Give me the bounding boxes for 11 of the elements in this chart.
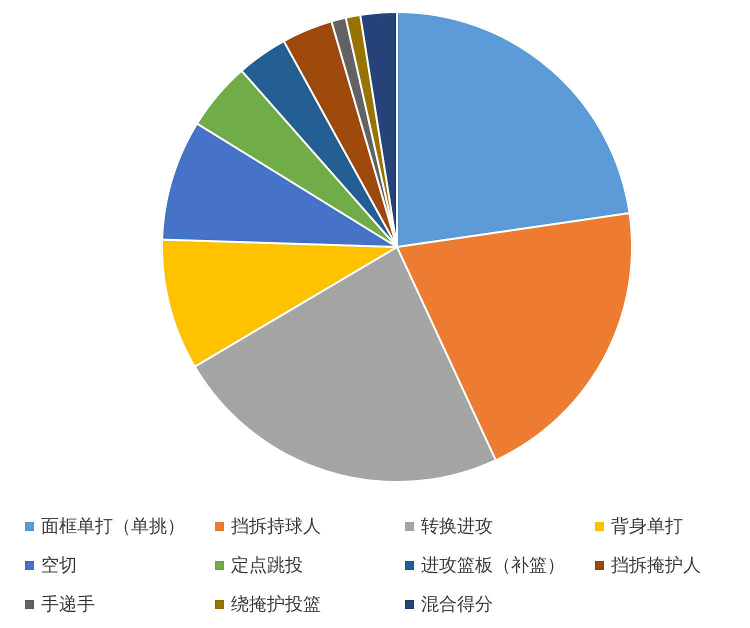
legend-label: 面框单打（单挑） — [41, 516, 185, 537]
legend-label: 挡拆掩护人 — [611, 554, 701, 576]
legend-label: 绕掩护投篮 — [231, 594, 321, 615]
legend-label: 手递手 — [41, 594, 95, 615]
legend-label: 空切 — [41, 554, 77, 576]
legend-label: 挡拆持球人 — [231, 516, 321, 537]
legend-label: 进攻篮板（补篮） — [421, 554, 565, 576]
legend-label: 转换进攻 — [421, 516, 493, 537]
legend-label: 背身单打 — [611, 516, 683, 537]
legend-label: 定点跳投 — [231, 554, 303, 576]
legend-label: 混合得分 — [421, 594, 493, 615]
